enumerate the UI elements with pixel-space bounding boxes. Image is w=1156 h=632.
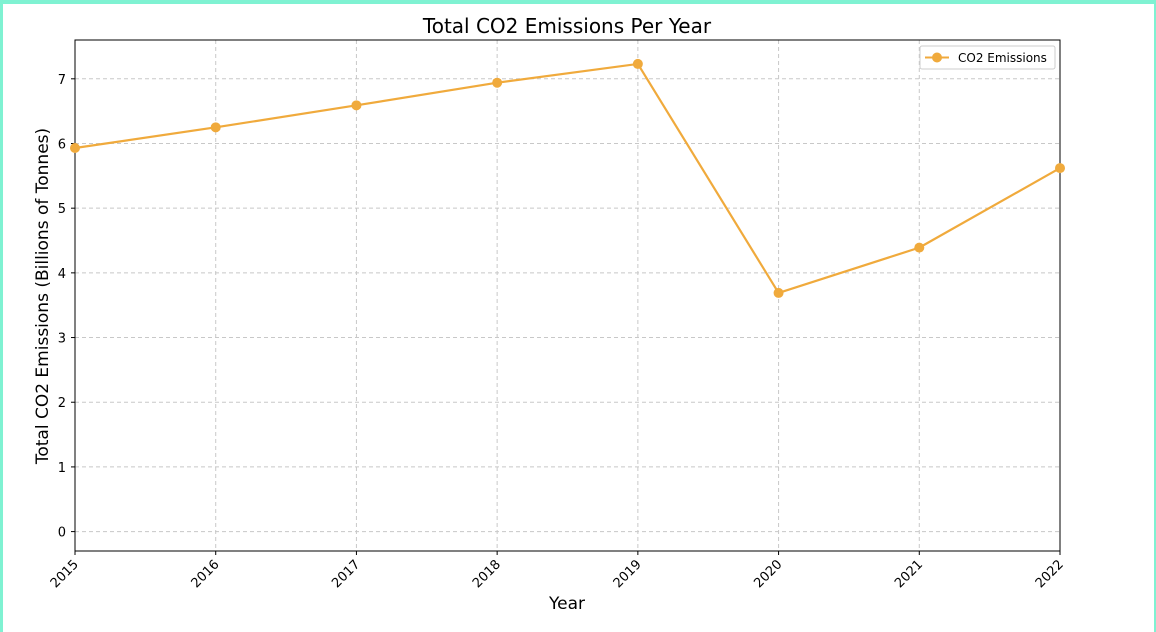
legend-box (919, 45, 1056, 70)
legend-marker-swatch (932, 52, 942, 63)
series-line-co2-emissions (74, 62, 1061, 295)
y-axis-ticks: 0 1 2 3 4 5 6 7 (58, 73, 75, 541)
x-tick-label: 2015 (48, 557, 82, 591)
y-tick-label: 7 (58, 73, 66, 88)
y-tick-label: 0 (58, 526, 66, 541)
y-tick-label: 3 (58, 332, 66, 347)
x-tick-label: 2017 (329, 557, 363, 591)
y-tick-label: 2 (58, 396, 66, 411)
data-point (914, 242, 925, 253)
data-point (351, 100, 362, 111)
x-tick-label: 2021 (892, 557, 926, 591)
x-axis-label: Year (548, 594, 585, 614)
y-tick-label: 6 (58, 137, 66, 152)
plot-area-border (74, 39, 1061, 552)
grid-lines (74, 40, 1061, 551)
x-tick-label: 2020 (751, 557, 785, 591)
legend: CO2 Emissions (919, 45, 1056, 70)
x-axis-ticks: 2015 2016 2017 2018 2019 2020 2021 2022 (48, 551, 1067, 591)
data-point (492, 77, 503, 88)
y-tick-label: 4 (58, 267, 66, 282)
data-point (632, 58, 643, 69)
x-tick-label: 2022 (1033, 557, 1067, 591)
data-point (773, 287, 784, 298)
x-tick-label: 2019 (611, 557, 645, 591)
data-point (70, 143, 80, 154)
series-layer (70, 58, 1065, 298)
y-tick-label: 5 (58, 202, 66, 217)
legend-label-co2-emissions: CO2 Emissions (958, 51, 1047, 65)
chart-title: Total CO2 Emissions Per Year (422, 14, 712, 38)
x-tick-label: 2016 (189, 557, 223, 591)
data-point (210, 122, 221, 133)
x-tick-label: 2018 (470, 557, 504, 591)
data-point (1055, 163, 1065, 174)
y-axis-label: Total CO2 Emissions (Billions of Tonnes) (33, 128, 53, 465)
y-tick-label: 1 (58, 461, 66, 476)
